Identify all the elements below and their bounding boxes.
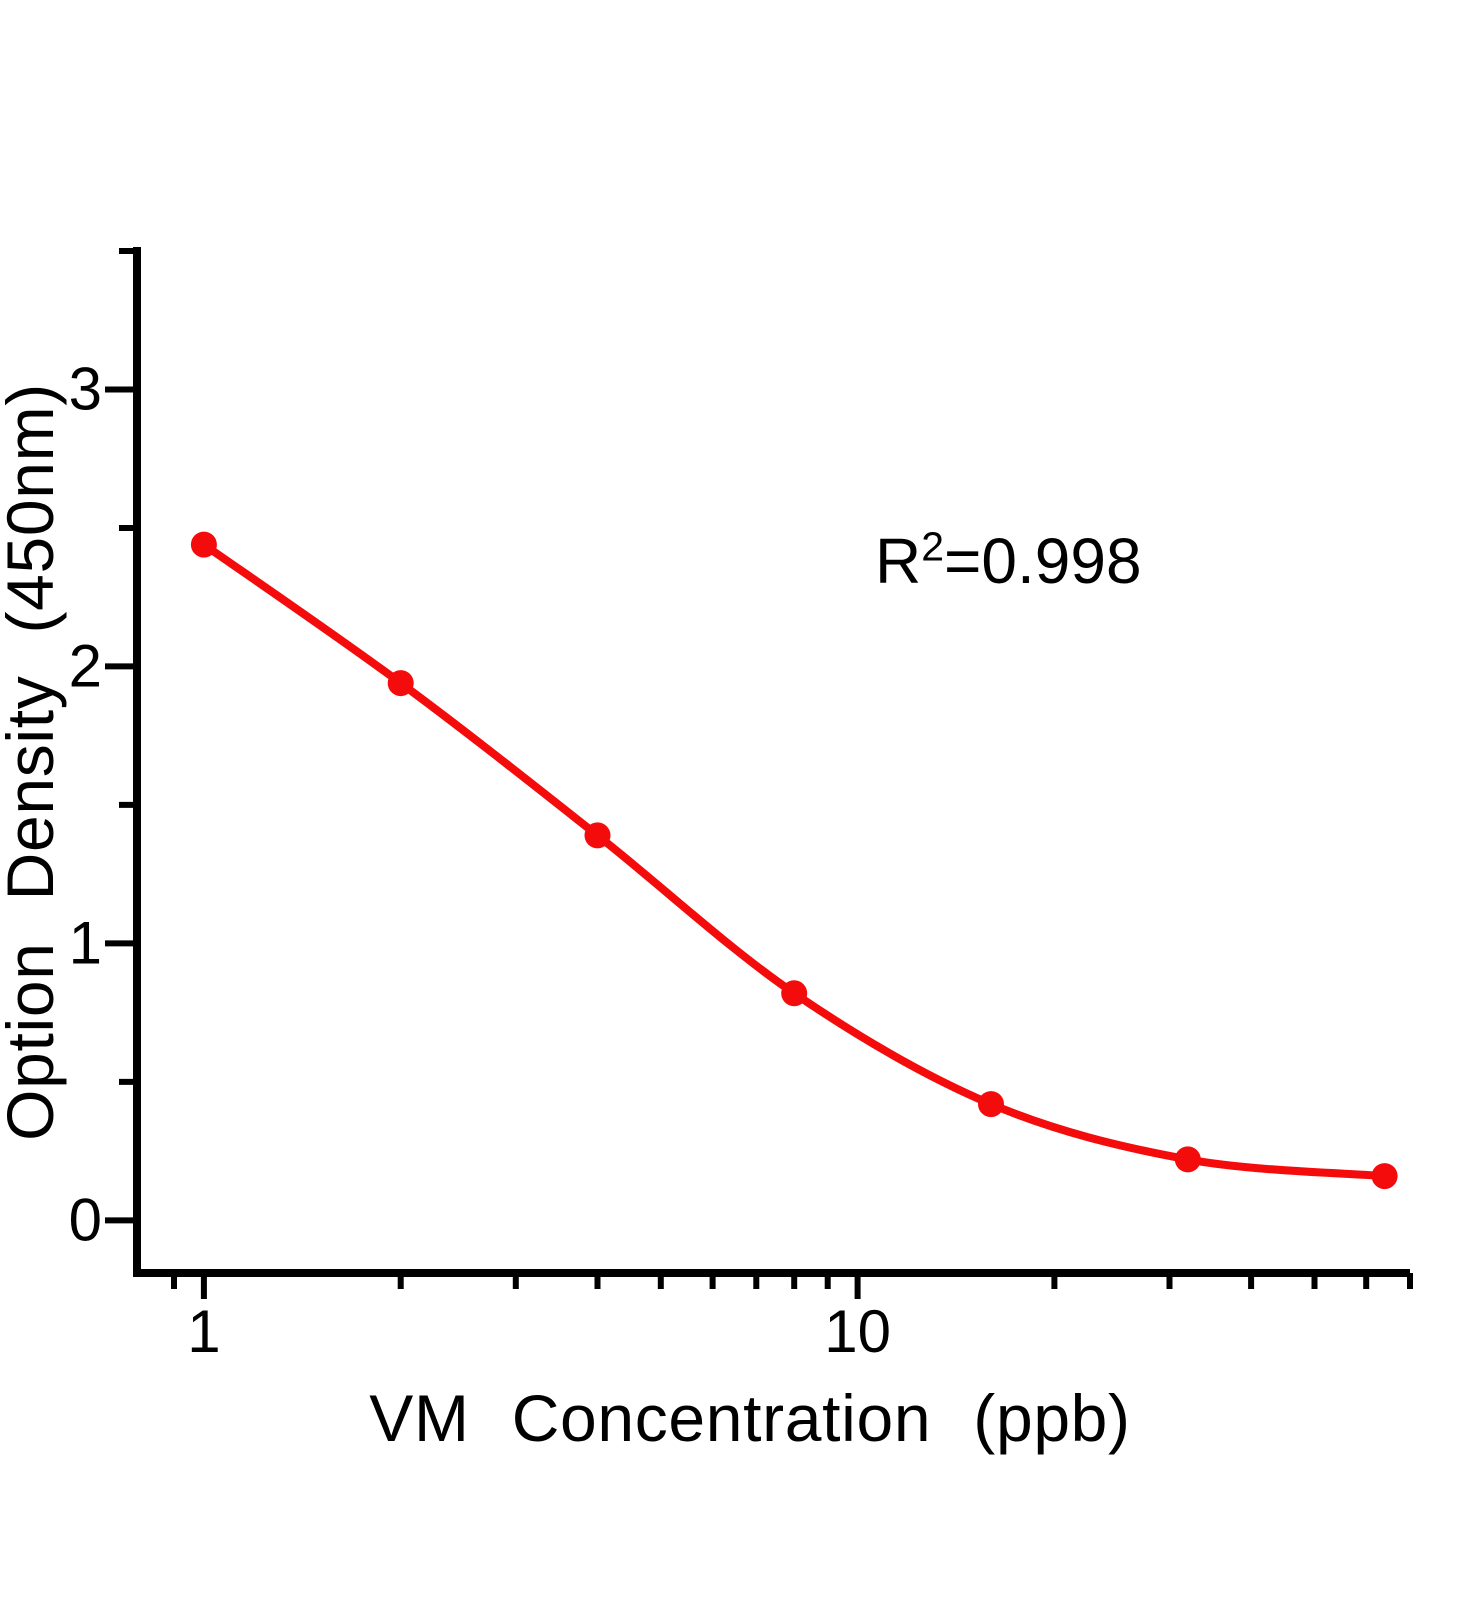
y-tick-label: 3 bbox=[69, 356, 102, 423]
r-squared-base: R bbox=[875, 525, 922, 597]
y-tick-label: 1 bbox=[69, 909, 102, 976]
data-point bbox=[584, 822, 611, 849]
data-point bbox=[190, 531, 217, 558]
data-point bbox=[1371, 1163, 1398, 1190]
r-squared-value: =0.998 bbox=[944, 525, 1142, 597]
y-tick-label: 2 bbox=[69, 632, 102, 699]
y-tick-label: 0 bbox=[69, 1186, 102, 1253]
standard-curve-line bbox=[199, 540, 1389, 1181]
data-point bbox=[1174, 1146, 1201, 1173]
x-tick-label: 1 bbox=[187, 1298, 220, 1365]
r-squared-superscript: 2 bbox=[921, 523, 944, 570]
x-axis-title: VM Concentration (ppb) bbox=[369, 1381, 1131, 1455]
y-axis-title: Option Density (450nm) bbox=[0, 383, 67, 1141]
r-squared-annotation: R2=0.998 bbox=[875, 526, 1142, 593]
data-point bbox=[978, 1091, 1004, 1118]
data-point bbox=[781, 980, 808, 1007]
data-point bbox=[387, 670, 414, 697]
x-tick-label: 10 bbox=[824, 1298, 891, 1365]
